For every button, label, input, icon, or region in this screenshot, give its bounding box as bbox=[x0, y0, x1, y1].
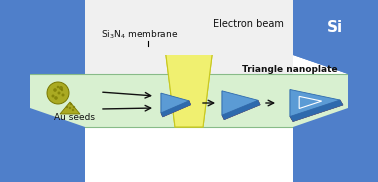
Text: Si: Si bbox=[327, 19, 343, 35]
FancyBboxPatch shape bbox=[85, 0, 293, 74]
Polygon shape bbox=[0, 0, 85, 182]
Polygon shape bbox=[159, 0, 219, 127]
Text: Au seeds: Au seeds bbox=[54, 112, 96, 122]
Polygon shape bbox=[290, 90, 340, 116]
Polygon shape bbox=[161, 93, 163, 117]
Polygon shape bbox=[161, 93, 189, 113]
Polygon shape bbox=[159, 0, 219, 127]
Polygon shape bbox=[0, 0, 85, 182]
Text: Electron beam: Electron beam bbox=[212, 19, 284, 29]
Polygon shape bbox=[290, 100, 343, 122]
Circle shape bbox=[59, 86, 63, 90]
Circle shape bbox=[73, 106, 75, 108]
Circle shape bbox=[47, 82, 69, 104]
Polygon shape bbox=[290, 90, 293, 122]
Text: Si$_3$N$_4$ membrane: Si$_3$N$_4$ membrane bbox=[101, 29, 179, 41]
Circle shape bbox=[61, 89, 63, 91]
Circle shape bbox=[57, 92, 60, 94]
Circle shape bbox=[53, 88, 57, 92]
Text: Triangle nanoplate: Triangle nanoplate bbox=[242, 66, 338, 74]
Polygon shape bbox=[60, 102, 80, 114]
FancyBboxPatch shape bbox=[0, 74, 378, 127]
Polygon shape bbox=[161, 101, 191, 117]
Polygon shape bbox=[222, 100, 260, 120]
Polygon shape bbox=[290, 100, 343, 122]
Circle shape bbox=[51, 94, 54, 98]
Polygon shape bbox=[222, 91, 224, 120]
Circle shape bbox=[66, 106, 68, 108]
Polygon shape bbox=[222, 100, 260, 120]
Polygon shape bbox=[28, 55, 85, 127]
Polygon shape bbox=[0, 0, 85, 182]
Polygon shape bbox=[222, 91, 258, 115]
Circle shape bbox=[72, 109, 74, 111]
Polygon shape bbox=[293, 0, 378, 182]
FancyBboxPatch shape bbox=[85, 0, 293, 55]
Circle shape bbox=[57, 86, 59, 88]
Polygon shape bbox=[293, 0, 378, 182]
Circle shape bbox=[54, 96, 58, 100]
Polygon shape bbox=[161, 101, 191, 117]
Circle shape bbox=[62, 94, 65, 96]
Circle shape bbox=[69, 107, 71, 109]
Circle shape bbox=[70, 103, 72, 105]
